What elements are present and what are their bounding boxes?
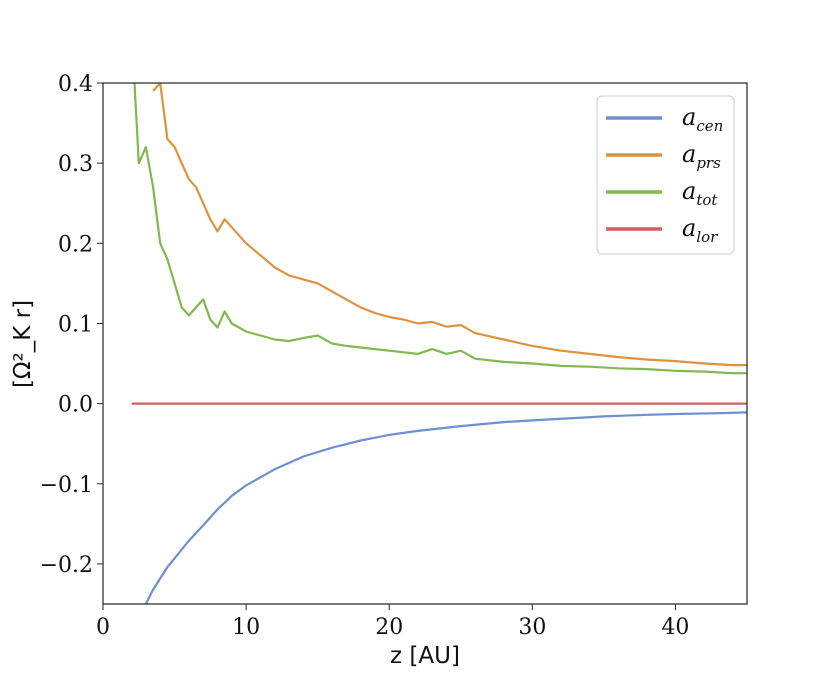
series-line-prs: [152, 83, 747, 367]
y-tick-label: 0.1: [58, 312, 93, 337]
x-axis-label: z [AU]: [390, 643, 460, 669]
y-tick-label: 0.4: [58, 72, 93, 97]
series-layer: [131, 83, 747, 604]
y-tick-label: −0.1: [40, 473, 93, 498]
x-tick-label: 40: [661, 615, 689, 640]
series-line-tot: [133, 83, 747, 375]
y-tick-label: 0.2: [58, 232, 93, 257]
series-line-cen: [144, 411, 747, 604]
legend-box: [596, 95, 735, 255]
legend-label-lor: alor: [682, 214, 718, 246]
x-tick-label: 10: [232, 615, 260, 640]
x-tick-label: 20: [375, 615, 403, 640]
x-axis: 0 10 20 30 40: [96, 604, 689, 640]
y-axis: −0.2 −0.1 0.0 0.1 0.2 0.3 0.4: [40, 72, 103, 578]
plot-frame: [102, 82, 748, 605]
y-tick-label: 0.3: [58, 152, 93, 177]
y-tick-label: −0.2: [40, 553, 93, 578]
x-tick-label: 0: [96, 615, 110, 640]
legend-label-prs: aprs: [682, 140, 721, 172]
y-axis-label: [Ω²_K r]: [10, 300, 36, 388]
y-tick-label: 0.0: [58, 393, 93, 418]
legend-label-tot: atot: [682, 177, 718, 209]
legend-label-cen: acen: [682, 103, 723, 135]
legend: acen aprs atot alor: [596, 95, 735, 255]
x-tick-label: 30: [518, 615, 546, 640]
